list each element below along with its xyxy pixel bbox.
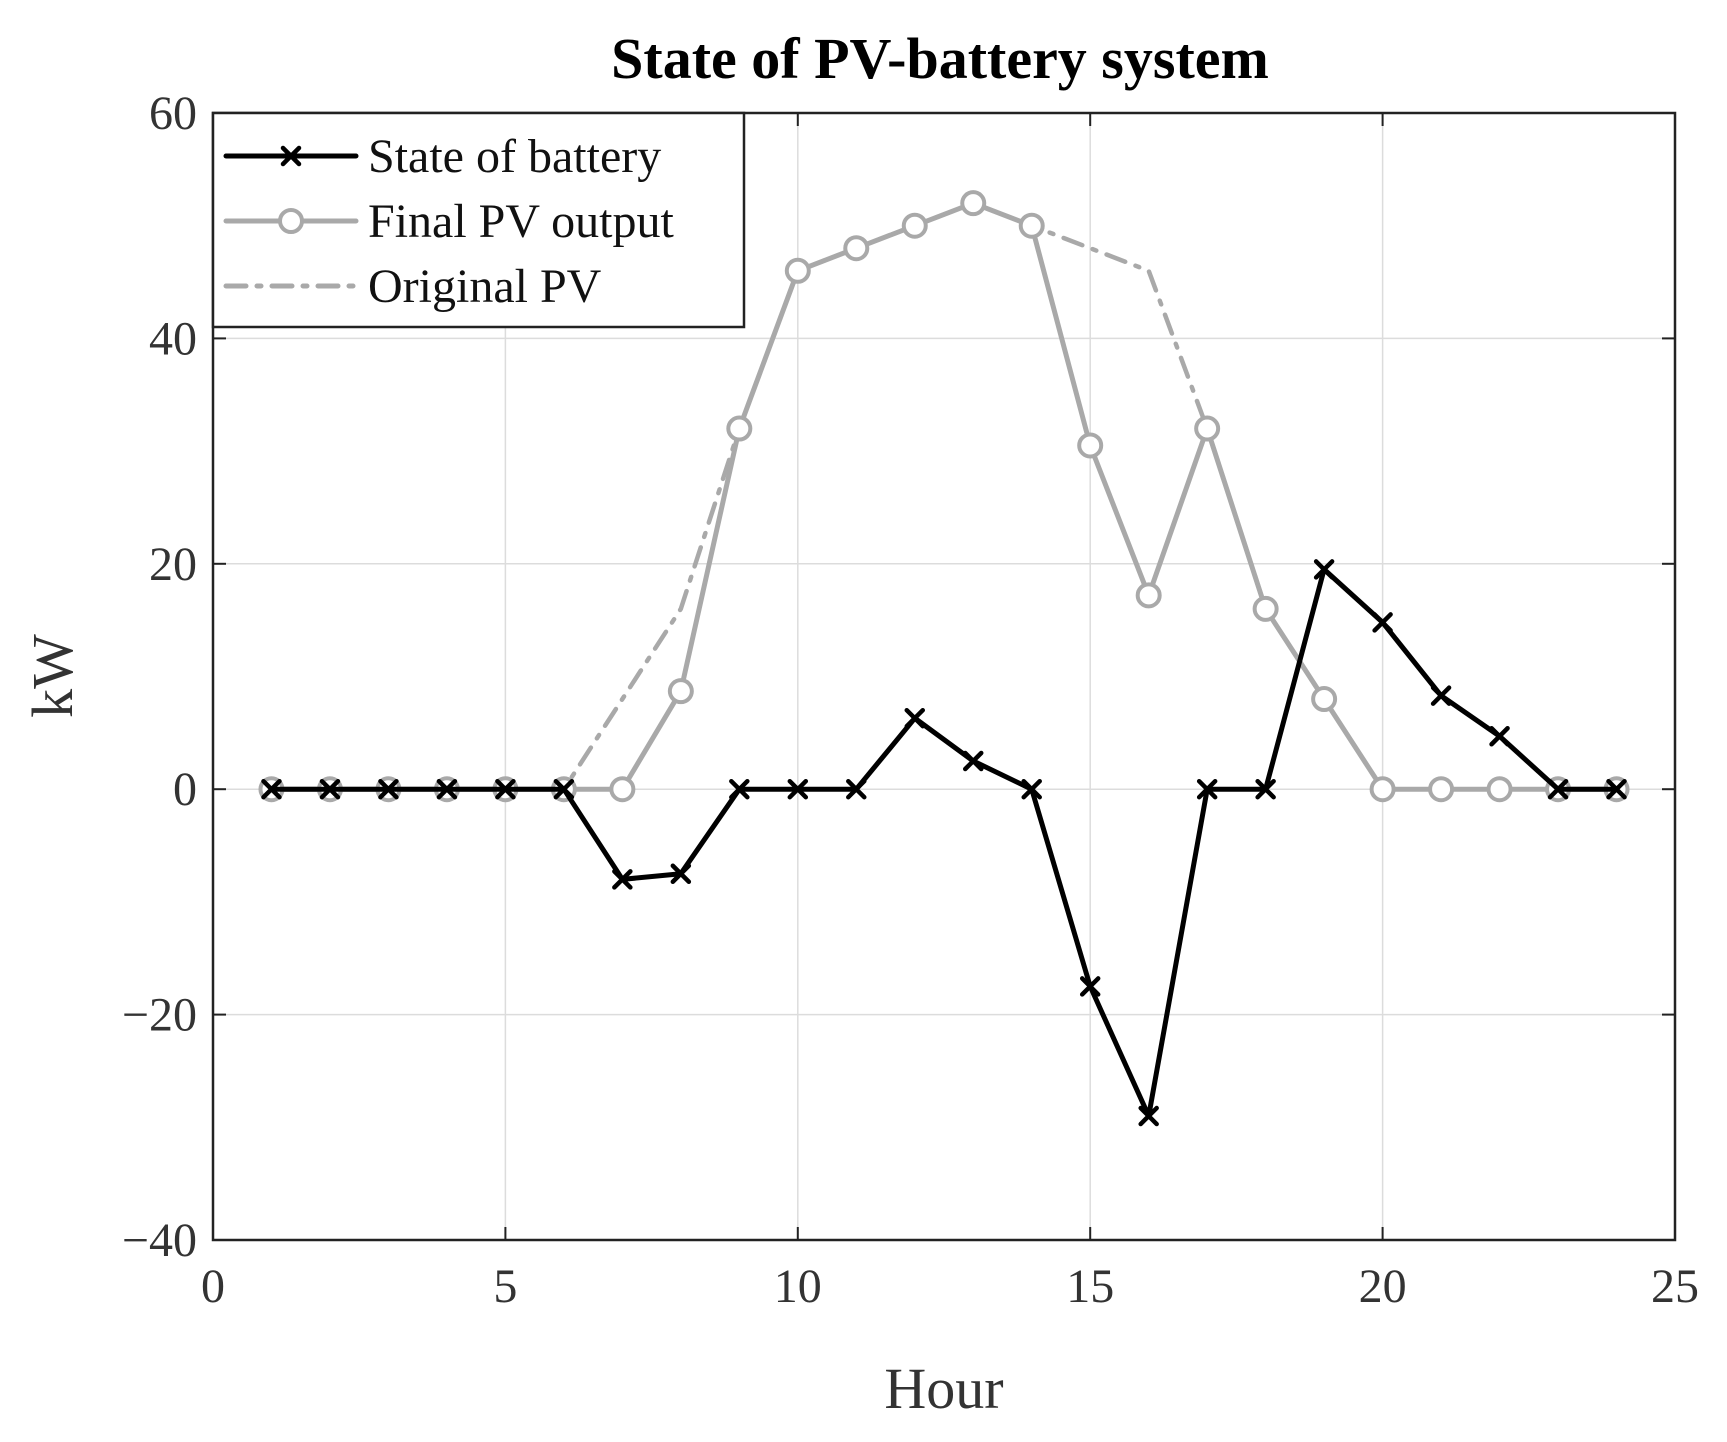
y-axis-label: kW	[20, 634, 85, 718]
data-point	[1489, 725, 1510, 747]
x-axis-label: Hour	[884, 1356, 1003, 1421]
data-point	[729, 778, 750, 800]
legend-label: Original PV	[368, 260, 602, 313]
data-point	[436, 778, 458, 800]
data-point	[960, 190, 987, 217]
data-point	[1372, 612, 1393, 633]
chart-title: State of PV-battery system	[611, 26, 1269, 91]
legend-label: State of battery	[368, 130, 661, 183]
data-point	[726, 415, 753, 442]
data-point	[1428, 776, 1455, 803]
data-point	[495, 778, 516, 800]
plot-frame	[211, 111, 1677, 1242]
data-point	[784, 257, 811, 284]
data-point	[261, 778, 282, 800]
data-point	[904, 707, 926, 729]
series-line	[269, 566, 1619, 1119]
data-point	[962, 750, 984, 772]
legend-marker	[280, 145, 302, 167]
data-point	[1255, 778, 1276, 800]
data-point	[1430, 685, 1452, 706]
data-point	[553, 778, 575, 800]
data-point	[667, 678, 694, 705]
legend-label: Final PV output	[368, 195, 675, 248]
data-point	[1252, 595, 1279, 622]
y-tick-label: 40	[149, 312, 197, 365]
legend: State of battery Final PV output Original …	[211, 111, 746, 329]
axis-ticks: 0 5 10 15 20 25 −40 −20 0 20 40 60	[122, 87, 1699, 1313]
series-0	[261, 559, 1627, 1127]
data-point	[1311, 686, 1338, 713]
data-point	[787, 778, 809, 800]
data-point	[1079, 976, 1101, 997]
data-point	[1313, 559, 1335, 580]
data-point	[1196, 778, 1218, 800]
x-tick-label: 0	[201, 1260, 225, 1313]
x-tick-label: 15	[1066, 1260, 1114, 1313]
x-tick-label: 25	[1651, 1260, 1699, 1313]
data-point	[846, 778, 867, 800]
y-tick-label: −40	[122, 1214, 197, 1267]
data-point	[612, 869, 633, 890]
y-tick-label: 20	[149, 538, 197, 591]
y-tick-label: 60	[149, 87, 197, 140]
data-point	[1077, 432, 1104, 459]
data-point	[1018, 212, 1045, 239]
y-tick-label: −20	[122, 989, 197, 1042]
data-point	[1369, 776, 1396, 803]
data-point	[1606, 778, 1627, 800]
data-point	[901, 212, 928, 239]
legend-items: State of battery Final PV output Original …	[223, 130, 675, 313]
x-tick-label: 20	[1359, 1260, 1407, 1313]
data-point	[1486, 776, 1513, 803]
data-point	[1135, 582, 1162, 609]
data-point	[609, 776, 636, 803]
y-tick-label: 0	[173, 763, 197, 816]
data-point	[1138, 1105, 1159, 1127]
data-point	[1021, 778, 1042, 800]
data-point	[843, 235, 870, 262]
x-tick-label: 10	[774, 1260, 822, 1313]
data-point	[1547, 778, 1569, 800]
x-tick-label: 5	[493, 1260, 517, 1313]
data-point	[378, 778, 399, 800]
series-layer	[258, 190, 1630, 1127]
data-point	[319, 778, 341, 800]
data-point	[670, 863, 692, 884]
legend-marker	[278, 208, 304, 234]
data-point	[1194, 415, 1221, 442]
